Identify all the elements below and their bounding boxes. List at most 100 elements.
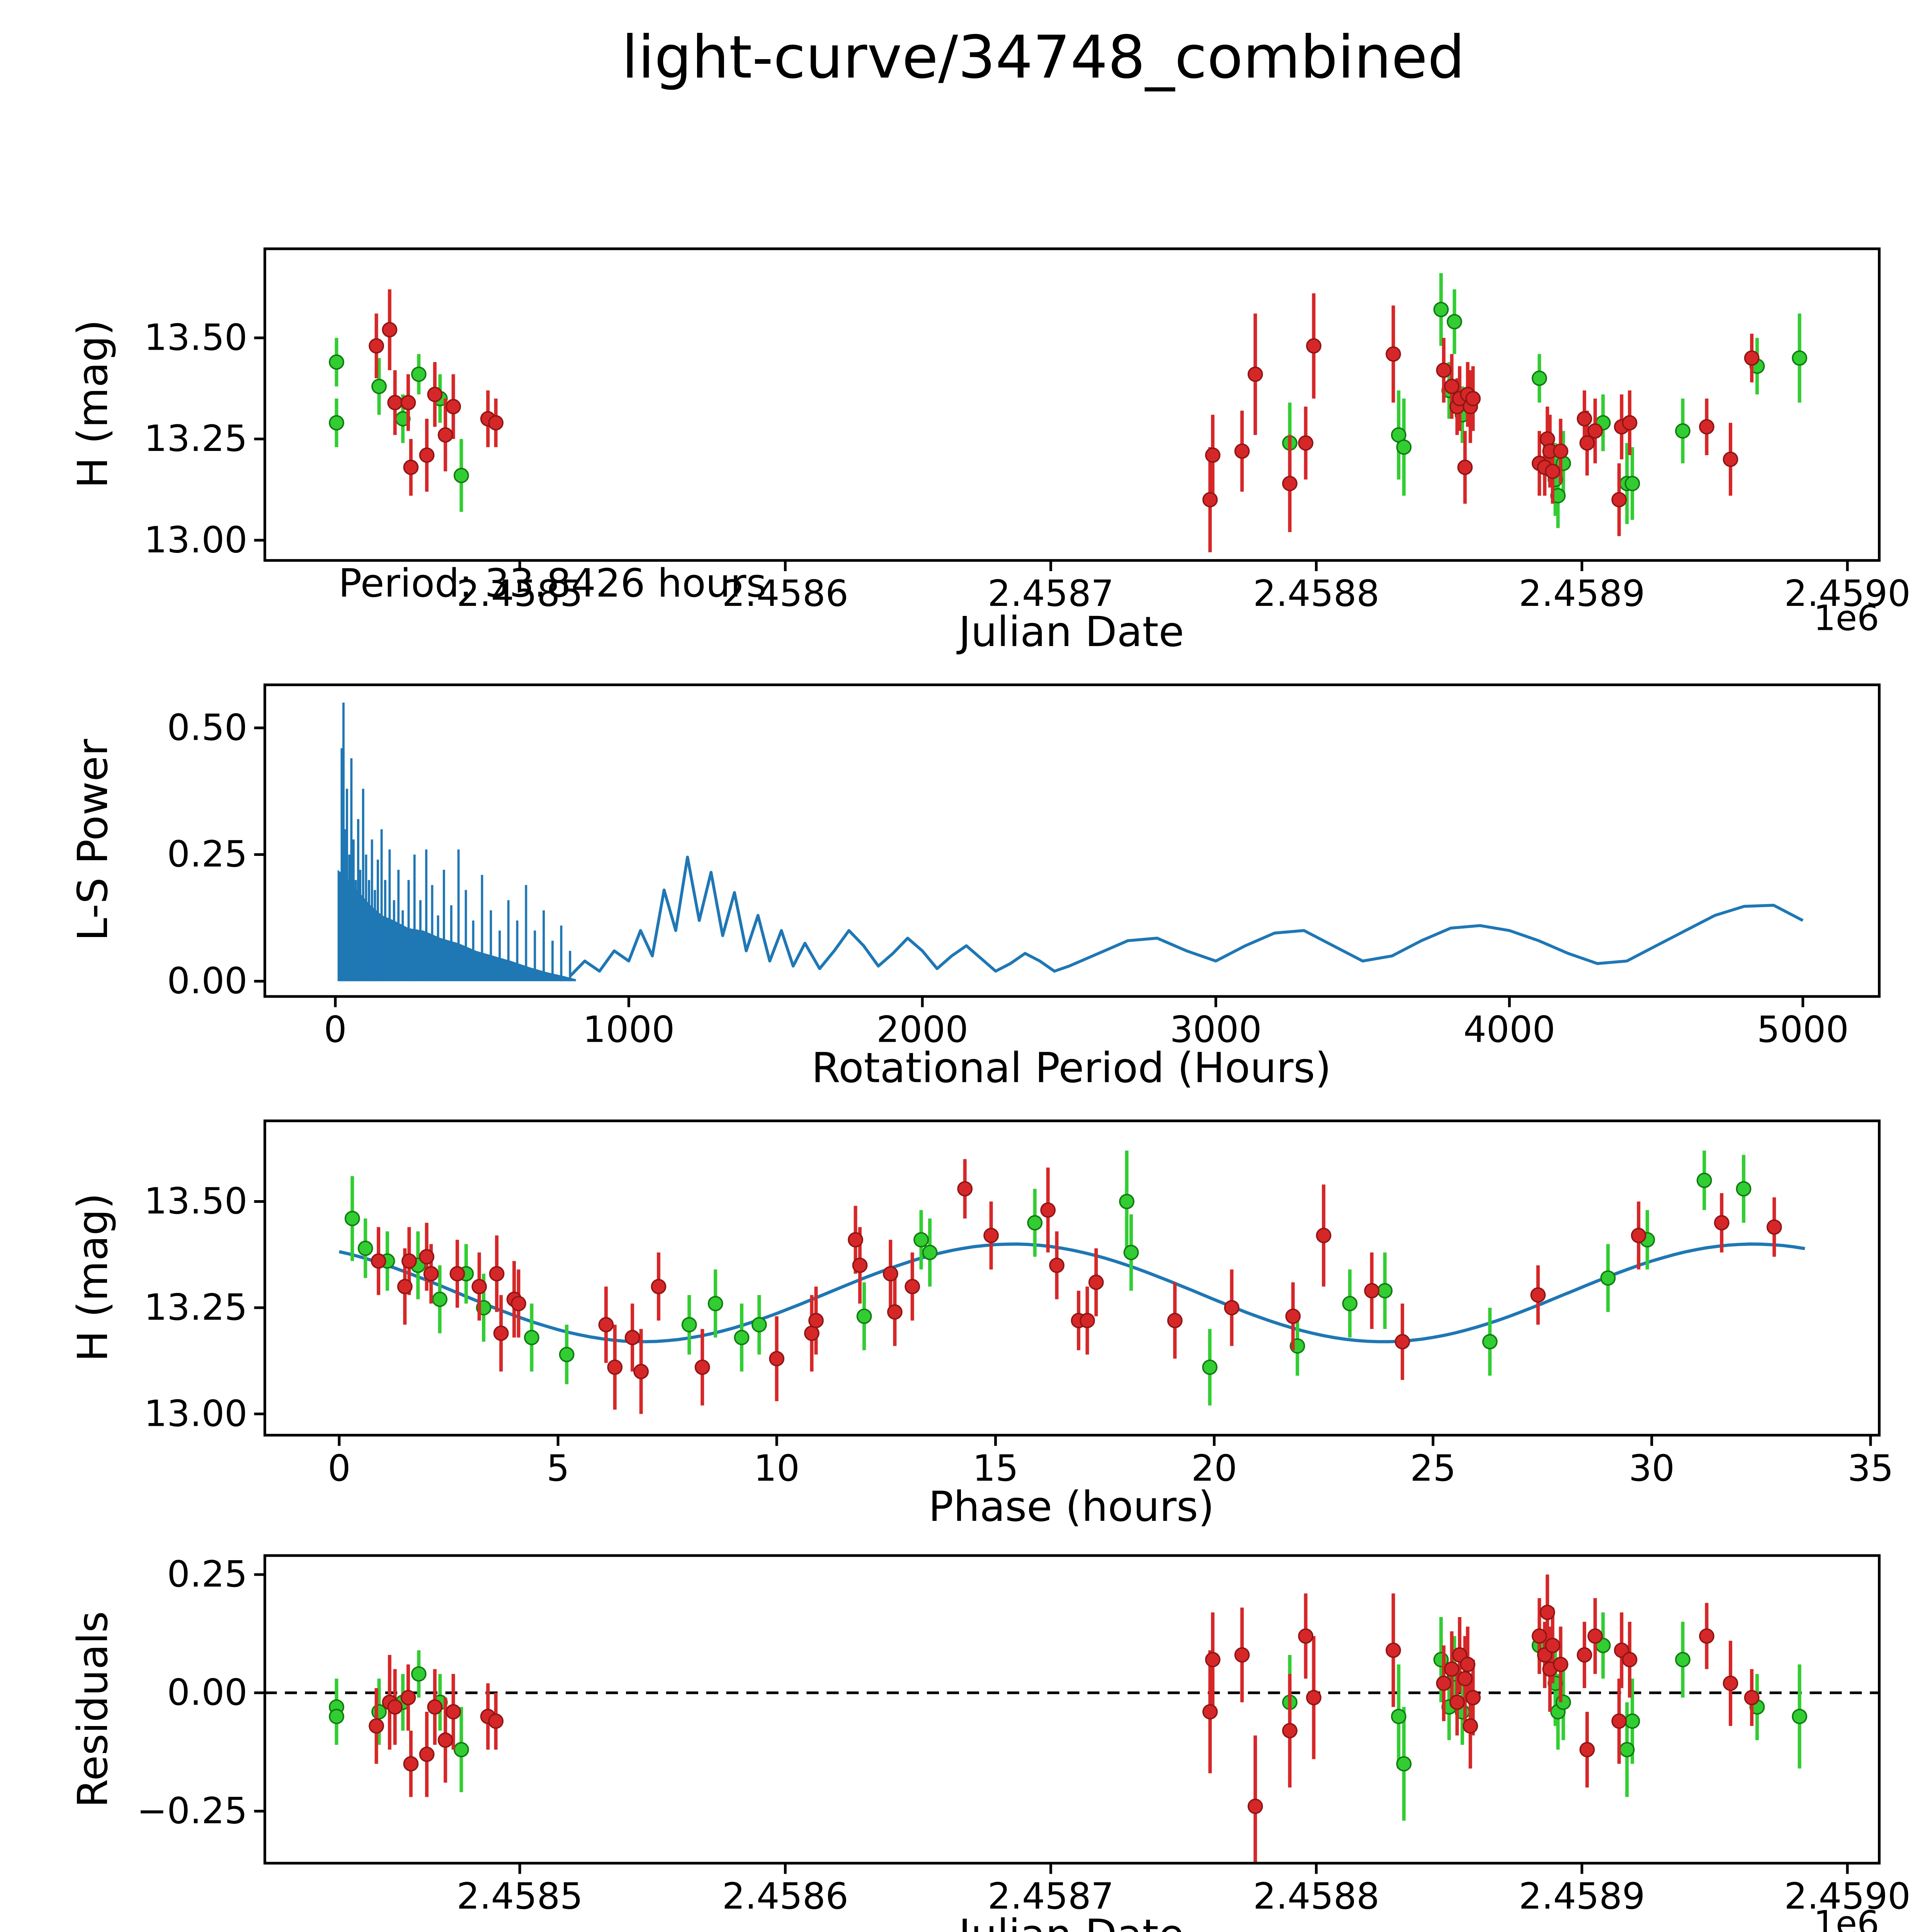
axes-frame bbox=[263, 1119, 1881, 1437]
data-point bbox=[1396, 1756, 1412, 1772]
data-point bbox=[1545, 1638, 1561, 1653]
data-point bbox=[411, 366, 427, 382]
data-point bbox=[397, 1279, 413, 1294]
data-point bbox=[432, 1291, 448, 1307]
data-point bbox=[382, 322, 398, 338]
panel2-y-axis-label: L-S Power bbox=[69, 738, 117, 941]
data-point bbox=[804, 1325, 820, 1341]
data-point bbox=[329, 1709, 344, 1725]
series-red bbox=[371, 1159, 1782, 1414]
data-point bbox=[329, 415, 344, 431]
data-point bbox=[1088, 1274, 1104, 1290]
data-point bbox=[1247, 1798, 1263, 1814]
series-red bbox=[369, 289, 1760, 553]
data-point bbox=[1579, 435, 1595, 451]
x-tick-label: 2.4588 bbox=[1253, 1876, 1379, 1918]
x-tick-label: 2.4586 bbox=[722, 573, 849, 615]
axes-frame bbox=[263, 683, 1881, 998]
data-point bbox=[1436, 362, 1452, 378]
data-point bbox=[446, 399, 461, 415]
data-point bbox=[427, 386, 443, 402]
x-tick-label: 2.4587 bbox=[988, 1876, 1114, 1918]
data-point bbox=[1123, 1245, 1139, 1260]
data-point bbox=[489, 1266, 505, 1282]
data-point bbox=[707, 1296, 723, 1311]
axes-frame bbox=[263, 247, 1881, 562]
periodogram-curve bbox=[569, 855, 1804, 977]
data-point bbox=[1436, 1675, 1452, 1691]
data-point bbox=[1587, 1628, 1603, 1644]
data-point bbox=[1205, 1652, 1221, 1667]
data-point bbox=[369, 1718, 384, 1734]
data-point bbox=[1457, 459, 1473, 475]
data-point bbox=[1224, 1300, 1240, 1316]
x-tick-label: 2.4586 bbox=[722, 1876, 849, 1918]
x-tick-label: 2.4589 bbox=[1519, 1876, 1645, 1918]
data-point bbox=[1530, 1287, 1546, 1303]
data-point bbox=[488, 1713, 504, 1729]
data-point bbox=[1611, 492, 1627, 508]
data-point bbox=[400, 1690, 416, 1706]
data-point bbox=[1027, 1215, 1043, 1231]
panel1-y-axis-label: H (mag) bbox=[69, 320, 117, 488]
plot-area-1 bbox=[329, 273, 1808, 553]
data-point bbox=[1531, 371, 1547, 386]
data-point bbox=[511, 1296, 526, 1311]
data-point bbox=[419, 447, 435, 463]
panel2-x-axis-label: Rotational Period (Hours) bbox=[811, 1044, 1331, 1092]
data-point bbox=[1482, 1334, 1498, 1350]
data-point bbox=[453, 1742, 469, 1757]
data-point bbox=[1555, 1694, 1571, 1710]
period-annotation: Period: 33.8426 hours bbox=[338, 561, 767, 606]
data-point bbox=[1545, 463, 1561, 479]
data-point bbox=[598, 1317, 614, 1333]
data-point bbox=[1298, 435, 1314, 451]
data-point bbox=[387, 395, 403, 410]
x-tick-label: 0 bbox=[328, 1447, 350, 1490]
data-point bbox=[449, 1266, 465, 1282]
y-tick-label: 13.50 bbox=[144, 1180, 248, 1223]
data-point bbox=[1587, 423, 1603, 439]
data-point bbox=[957, 1181, 973, 1197]
panel1-x-axis-label: Julian Date bbox=[956, 608, 1184, 656]
panel-3: 0 5 10 15 20 25 30 35 13.00 13.25 13.50 bbox=[144, 1119, 1893, 1490]
data-point bbox=[329, 354, 344, 370]
data-point bbox=[1364, 1283, 1380, 1299]
y-tick-label: 0.25 bbox=[167, 833, 247, 876]
data-point bbox=[427, 1699, 443, 1715]
periodogram-noise-band bbox=[337, 870, 576, 981]
data-point bbox=[1624, 476, 1640, 492]
data-point bbox=[1723, 1675, 1738, 1691]
x-tick-label: 2.4590 bbox=[1784, 1876, 1911, 1918]
data-point bbox=[1377, 1283, 1393, 1299]
data-point bbox=[400, 395, 416, 410]
data-point bbox=[1079, 1313, 1095, 1328]
data-point bbox=[913, 1232, 929, 1248]
x-tick-label: 4000 bbox=[1463, 1009, 1555, 1051]
y-tick-label: 13.00 bbox=[144, 1393, 248, 1435]
data-point bbox=[344, 1211, 360, 1226]
data-point bbox=[1600, 1270, 1616, 1286]
data-point bbox=[488, 415, 504, 431]
x-tick-label: 2.4590 bbox=[1784, 573, 1911, 615]
data-point bbox=[1167, 1313, 1183, 1328]
data-point bbox=[751, 1317, 767, 1333]
panel4-y-axis-label: Residuals bbox=[69, 1611, 117, 1808]
data-point bbox=[357, 1240, 373, 1256]
x-tick-label: 1000 bbox=[583, 1009, 675, 1051]
data-point bbox=[1447, 314, 1462, 330]
panel-2: 0 1000 2000 3000 4000 5000 0.00 0.25 0.50 bbox=[167, 683, 1881, 1051]
x-tick-label: 20 bbox=[1191, 1447, 1237, 1490]
data-point bbox=[1444, 379, 1460, 394]
data-point bbox=[983, 1228, 999, 1243]
y-tick-label: −0.25 bbox=[137, 1790, 247, 1832]
data-point bbox=[1577, 1647, 1592, 1663]
data-point bbox=[922, 1245, 938, 1260]
x-tick-label: 2.4585 bbox=[457, 1876, 583, 1918]
data-point bbox=[1577, 411, 1592, 427]
data-point bbox=[471, 1279, 487, 1294]
data-point bbox=[1316, 1228, 1332, 1243]
plot-area-3 bbox=[338, 1150, 1805, 1414]
